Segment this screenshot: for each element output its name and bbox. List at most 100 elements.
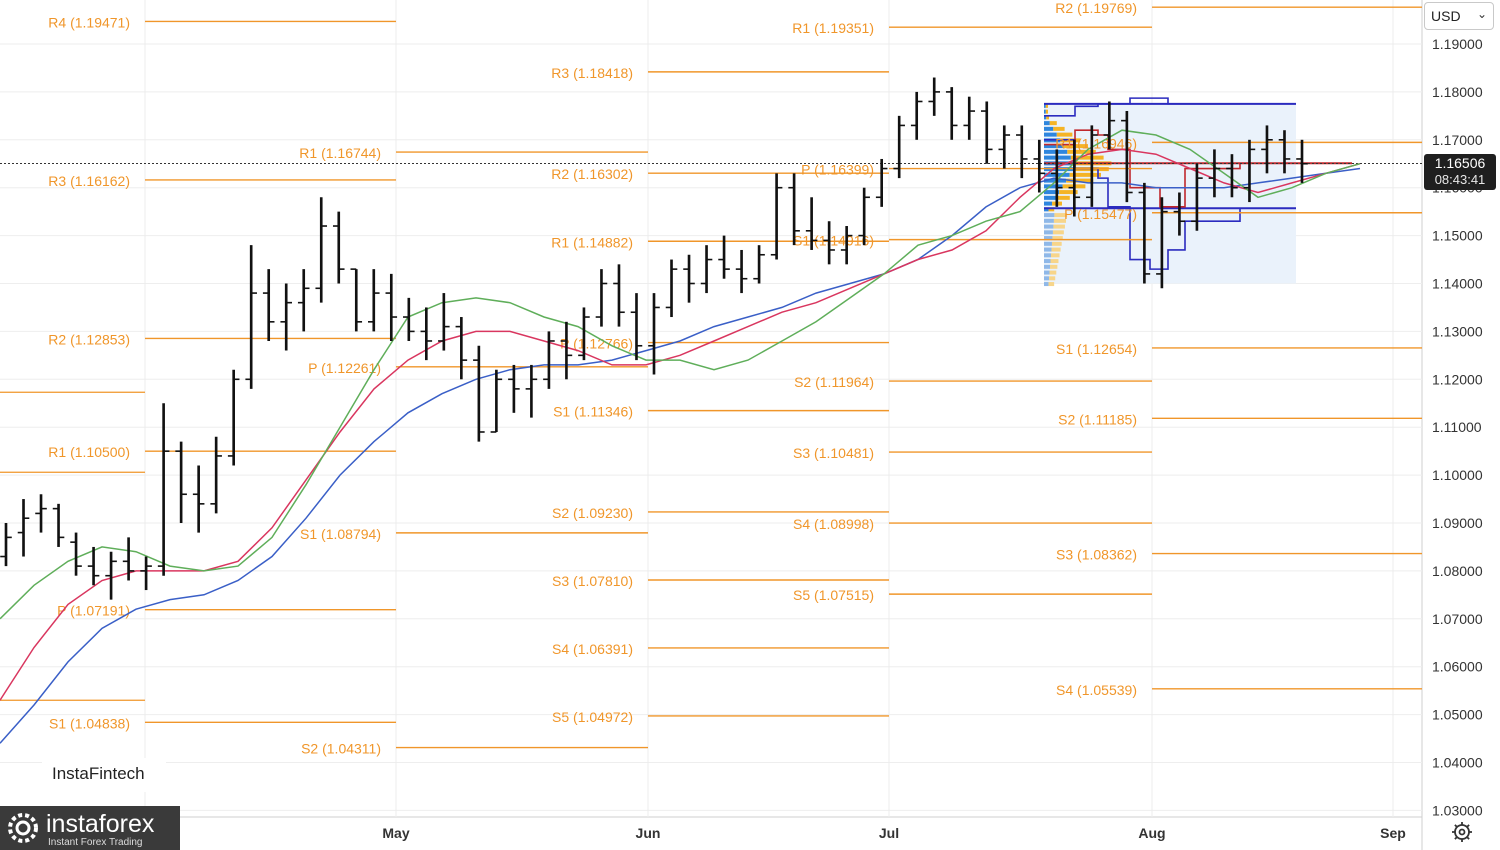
volume-bar-sell [1053,224,1065,229]
time-tick-label: Jun [636,825,661,841]
moving-averages [0,129,1361,744]
pivot-label: S4 (1.05539) [1056,682,1137,698]
volume-bar-sell [1063,144,1088,149]
pivot-label: R4 (1.19471) [48,14,130,30]
ohlc-bar [1208,149,1221,198]
volume-bar-buy [1044,195,1056,200]
volume-bar-sell [1053,218,1067,223]
time-tick-label: Jul [879,825,899,841]
ohlc-bar [1138,182,1151,284]
bar-countdown: 08:43:41 [1434,172,1486,187]
volume-bar-sell [1052,236,1063,241]
ma-slow-line [0,167,1361,744]
volume-bar-buy [1044,276,1050,281]
pivot-label: P (1.12261) [308,360,381,376]
developing-vah [1044,97,1240,117]
ohlc-bar [700,245,713,294]
developing-poc [1044,129,1241,208]
ohlc-bar [910,91,923,140]
ohlc-bar [683,254,695,303]
ohlc-bar [350,268,363,332]
volume-bar-sell [1056,132,1073,137]
ohlc-bar [963,96,976,140]
pivot-label: S1 (1.12654) [1056,341,1137,357]
ohlc-bar [1226,154,1238,198]
ohlc-bar [1086,125,1098,207]
pivot-label: R1 (1.16744) [299,145,381,161]
currency-selector[interactable]: USD ⌄ [1424,2,1494,30]
pivot-label: S4 (1.06391) [552,641,633,657]
price-tick-label: 1.08000 [1432,563,1483,579]
ohlc-bar [630,293,643,361]
chart-grid [0,0,1423,850]
instaforex-logo-tagline: Instant Forex Trading [48,837,143,848]
ohlc-bar [1068,139,1081,217]
ohlc-bar [788,173,800,246]
price-tick-label: 1.10000 [1432,467,1483,483]
ohlc-bar [560,321,573,380]
price-tick-label: 1.12000 [1432,371,1483,387]
volume-bar-buy [1044,259,1051,264]
pivot-label: S5 (1.07515) [793,587,874,603]
ohlc-bar [1173,192,1186,236]
ohlc-bar [578,307,590,361]
volume-bar-sell [1069,172,1101,177]
ohlc-bar [385,273,398,341]
price-tick-label: 1.06000 [1432,659,1483,675]
ohlc-bar [280,283,292,351]
volume-bar-buy [1044,144,1064,149]
volume-bar-buy [1044,126,1054,131]
ohlc-bar [420,307,433,361]
last-price-badge: 1.16506 08:43:41 [1424,154,1496,190]
ohlc-bar [735,249,748,294]
instafintech-logo: InstaFintech [42,758,166,792]
volume-bar-sell [1049,270,1057,275]
volume-bar-sell [1050,253,1060,258]
pivot-label: S2 (1.11964) [794,374,874,390]
ohlc-bar [980,101,993,164]
volume-bar-buy [1044,282,1049,287]
ohlc-bar [403,297,415,341]
settings-gear-icon[interactable] [1450,820,1474,844]
ohlc-bar [928,77,940,116]
pivot-label: P (1.15477) [1064,206,1137,222]
volume-bar-sell [1052,230,1064,235]
volume-bar-buy [1044,236,1053,241]
volume-bar-sell [1053,126,1065,131]
pivot-label: S2 (1.11185) [1058,411,1137,427]
ohlc-bar [1261,125,1273,174]
pivot-label: S3 (1.10481) [793,445,874,461]
volume-bar-sell [1067,149,1096,154]
last-price-value: 1.16506 [1434,155,1486,171]
ohlc-bar [35,494,47,533]
ohlc-bar [0,523,12,567]
volume-bar-buy [1044,247,1052,252]
ohlc-bar [473,345,485,442]
instafintech-logo-text: InstaFintech [52,764,145,783]
volume-bar-buy [1044,201,1053,206]
volume-bar-buy [1044,178,1067,183]
ohlc-bar [1051,149,1063,207]
ohlc-bar [805,197,818,250]
pivot-label: S3 (1.08362) [1056,547,1137,563]
price-tick-label: 1.05000 [1432,707,1483,723]
price-tick-label: 1.18000 [1432,84,1483,100]
ohlc-bar [665,259,678,318]
ohlc-bar [157,403,170,576]
ohlc-bars [0,77,1308,600]
volume-bar-sell [1066,178,1094,183]
price-tick-label: 1.17000 [1432,132,1483,148]
volume-bar-buy [1044,253,1051,258]
ohlc-bar [718,235,730,279]
pivot-label: S1 (1.11346) [553,404,633,420]
ohlc-bar [490,369,503,433]
pivot-label: R3 (1.18418) [551,65,633,81]
volume-bar-buy [1044,109,1046,114]
pivot-label: R2 (1.12853) [48,331,130,347]
ohlc-bar [297,269,310,332]
time-axis[interactable]: May Jun Jul Aug Sep [382,825,1405,841]
ohlc-bar [192,465,205,533]
pivot-label: R1 (1.14882) [551,234,633,250]
price-tick-label: 1.09000 [1432,515,1483,531]
